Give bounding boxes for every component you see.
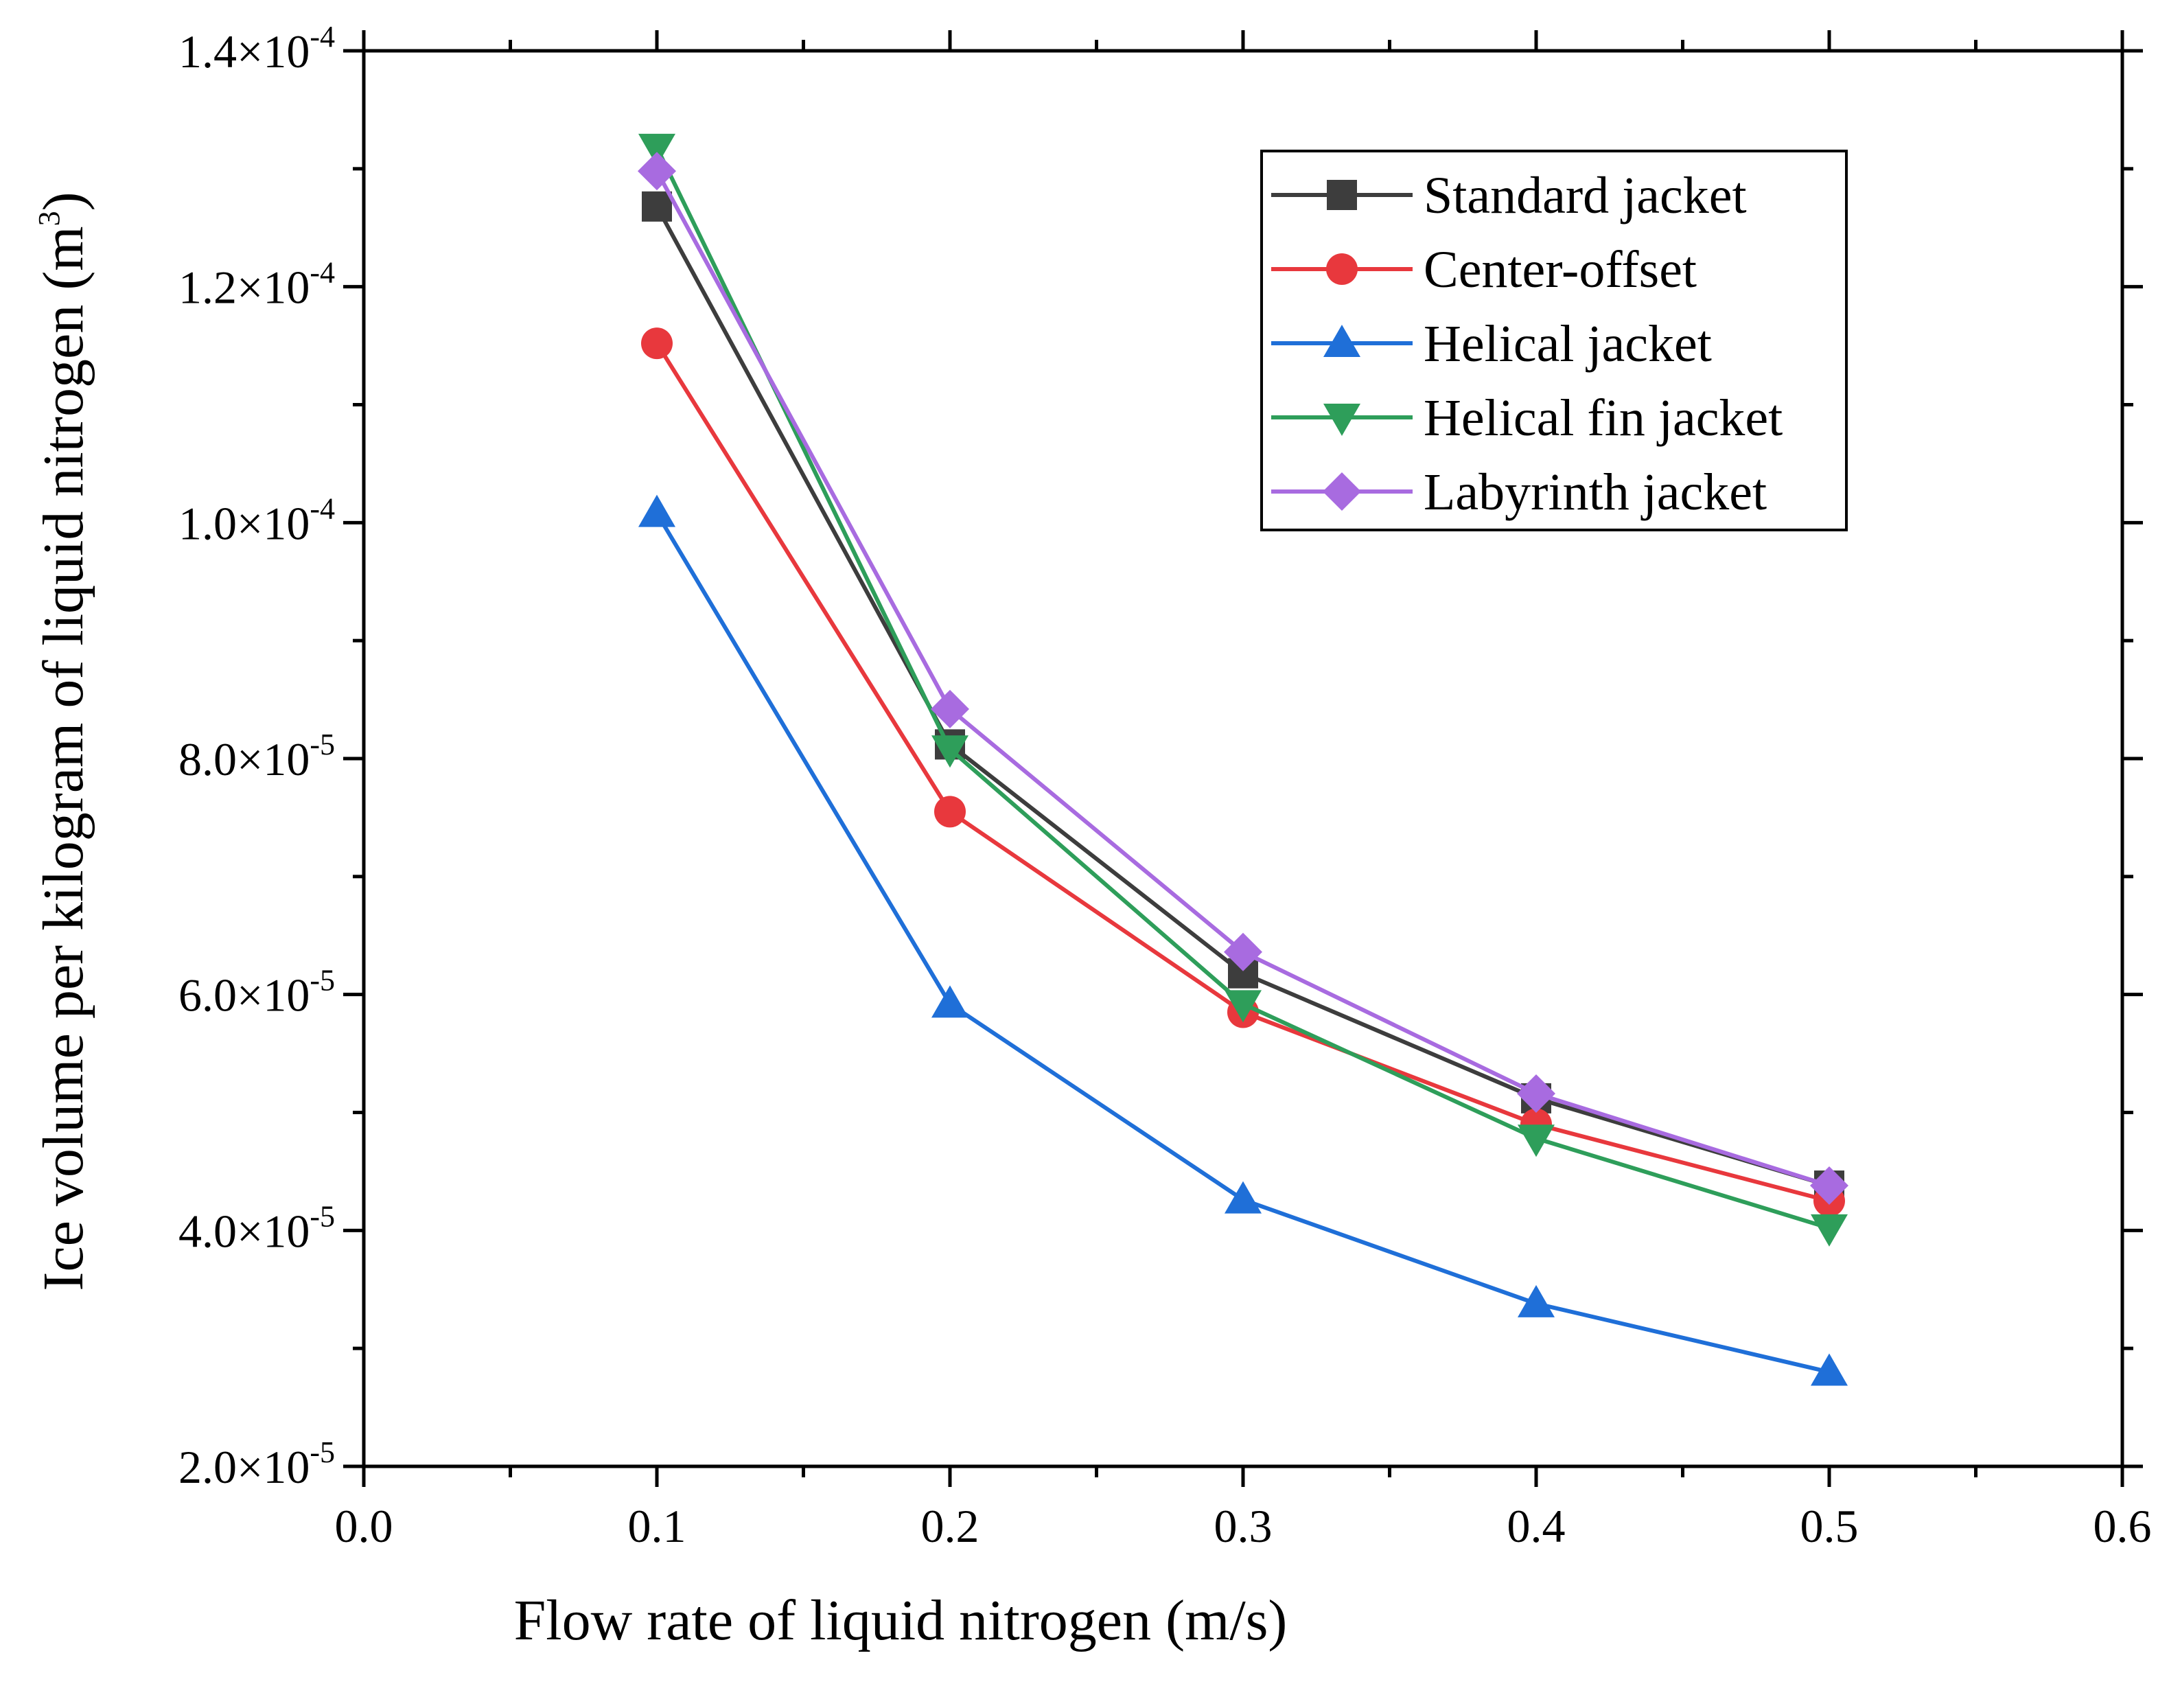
legend-marker	[1327, 180, 1357, 210]
data-point	[638, 133, 675, 166]
data-point	[1811, 1353, 1848, 1386]
data-point	[642, 191, 672, 222]
x-tick-label: 0.6	[2093, 1500, 2152, 1552]
legend-label: Helical jacket	[1424, 315, 1712, 373]
data-point	[1518, 1284, 1555, 1317]
legend-box	[1260, 150, 1848, 531]
legend-label: Standard jacket	[1424, 167, 1747, 224]
y-tick-label: 1.0×10-4	[178, 492, 335, 549]
x-tick-label: 0.1	[628, 1500, 686, 1552]
data-point	[638, 152, 676, 191]
data-point	[641, 327, 673, 360]
data-point	[1225, 990, 1262, 1023]
x-tick-label: 0.4	[1507, 1500, 1566, 1552]
data-point	[931, 735, 968, 768]
legend-marker	[1326, 253, 1358, 285]
data-point	[931, 689, 969, 728]
data-point	[1517, 1074, 1555, 1113]
data-point	[1224, 932, 1262, 971]
x-axis-title: Flow rate of liquid nitrogen (m/s)	[514, 1589, 1288, 1652]
y-axis-title-superscript: 3	[32, 211, 66, 226]
series-helical-fin-jacket	[638, 133, 1848, 1247]
data-point	[1811, 1214, 1848, 1247]
series-labyrinth-jacket	[638, 152, 1848, 1205]
plot-area	[638, 133, 1848, 1386]
data-point	[931, 985, 968, 1018]
legend-label: Helical fin jacket	[1424, 389, 1783, 447]
y-tick-label: 2.0×10-5	[178, 1435, 335, 1493]
legend-marker	[1323, 404, 1360, 436]
legend-marker	[1323, 325, 1360, 357]
y-axis-title-main: Ice volume per kilogram of liquid nitrog…	[32, 226, 95, 1291]
data-point	[1810, 1166, 1848, 1205]
data-point	[1518, 1124, 1555, 1157]
legend-label: Center-offset	[1424, 241, 1697, 299]
legend-label: Labyrinth jacket	[1424, 463, 1767, 521]
legend-item: Helical jacket	[1271, 315, 1712, 373]
legend-item: Center-offset	[1271, 241, 1697, 299]
x-tick-label: 0.3	[1214, 1500, 1273, 1552]
y-tick-label: 4.0×10-5	[178, 1199, 335, 1257]
x-tick-label: 0.0	[335, 1500, 393, 1552]
x-tick-label: 0.2	[921, 1500, 979, 1552]
y-axis-title-close: )	[32, 192, 95, 211]
y-tick-label: 1.2×10-4	[178, 256, 335, 314]
legend-item: Helical fin jacket	[1271, 389, 1783, 447]
y-tick-label: 6.0×10-5	[178, 964, 335, 1022]
y-tick-label: 8.0×10-5	[178, 728, 335, 785]
data-point	[638, 494, 675, 527]
data-point	[934, 796, 966, 828]
y-tick-label: 1.4×10-4	[178, 20, 335, 78]
series-helical-jacket	[638, 494, 1848, 1386]
legend: Standard jacket Center-offset Helical jack…	[1260, 150, 1848, 531]
x-tick-label: 0.5	[1800, 1500, 1859, 1552]
axes: 0.0 0.1 0.2 0.3 0.4 0.5 0.6 2.0×10-5 4.0×10-5 6.0…	[178, 20, 2152, 1552]
legend-marker	[1323, 472, 1361, 511]
y-axis-title: Ice volume per kilogram of liquid nitrog…	[32, 192, 95, 1291]
data-point	[1225, 1181, 1262, 1214]
legend-item: Standard jacket	[1271, 167, 1747, 224]
legend-item: Labyrinth jacket	[1271, 463, 1767, 521]
